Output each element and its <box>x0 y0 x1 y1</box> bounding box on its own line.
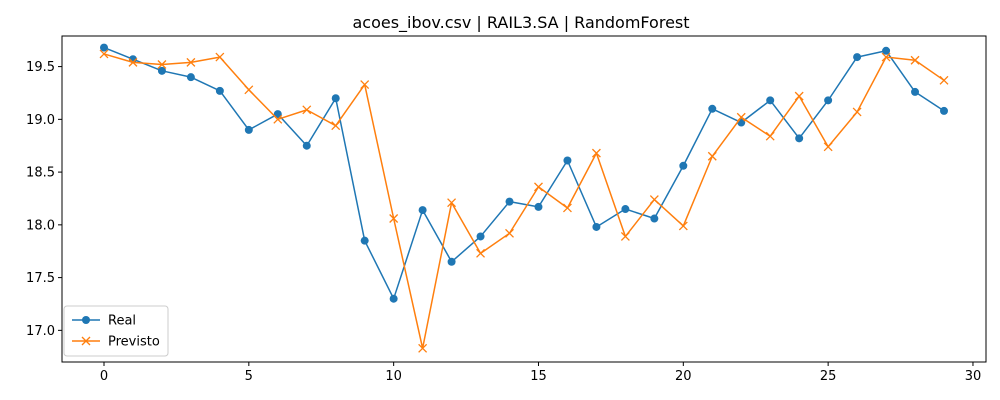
data-point-real <box>563 156 572 165</box>
data-point-real <box>853 53 862 62</box>
data-point-real <box>360 236 369 245</box>
data-point-previsto <box>244 85 254 95</box>
data-point-real <box>505 197 514 206</box>
data-point-previsto <box>215 52 225 62</box>
data-point-real <box>766 96 775 105</box>
legend-marker-real <box>82 316 90 324</box>
data-point-previsto <box>736 112 746 122</box>
data-point-previsto <box>331 121 341 131</box>
data-point-previsto <box>418 343 428 353</box>
data-point-real <box>389 294 398 303</box>
x-tick-label: 0 <box>100 369 108 384</box>
data-point-real <box>882 46 891 55</box>
data-point-real <box>447 257 456 266</box>
axes: 0 5 10 15 20 25 30 17.0 17.5 18.0 18.5 19.0 19.5 <box>26 60 981 384</box>
y-tick-label: 18.5 <box>26 166 55 181</box>
x-tick-label: 5 <box>245 369 253 384</box>
legend-marker-previsto <box>81 336 91 346</box>
data-point-real <box>100 43 108 52</box>
data-point-previsto <box>273 114 283 124</box>
data-point-previsto <box>852 107 862 117</box>
series-line-previsto <box>103 53 945 350</box>
y-tick-label: 19.0 <box>26 113 55 128</box>
data-point-real <box>476 232 485 241</box>
data-point-previsto <box>910 55 920 65</box>
legend-label-real: Real <box>108 314 136 329</box>
data-point-previsto <box>765 131 775 141</box>
y-tick-label: 17.5 <box>26 271 55 286</box>
data-point-real <box>157 66 166 75</box>
data-point-previsto <box>505 228 514 238</box>
y-tick-label: 17.0 <box>26 324 55 339</box>
x-tick-label: 25 <box>820 369 837 384</box>
data-point-previsto <box>389 214 399 223</box>
data-point-previsto <box>534 182 543 192</box>
data-point-previsto <box>186 57 196 67</box>
data-point-previsto <box>939 75 949 85</box>
plot-frame <box>61 35 987 363</box>
data-point-previsto <box>794 91 804 101</box>
series-line-real <box>103 46 945 300</box>
data-point-real <box>331 94 340 103</box>
data-point-previsto <box>157 60 167 69</box>
chart-title: acoes_ibov.csv | RAIL3.SA | RandomForest <box>352 13 689 33</box>
legend: Real Previsto <box>63 305 169 357</box>
data-point-real <box>186 73 195 82</box>
data-point-previsto <box>881 52 891 62</box>
data-point-previsto <box>707 151 717 161</box>
data-point-real <box>911 87 920 96</box>
data-point-real <box>795 134 804 143</box>
data-point-previsto <box>823 142 833 152</box>
data-point-previsto <box>591 148 601 158</box>
data-point-previsto <box>649 195 659 204</box>
data-point-previsto <box>620 231 630 241</box>
legend-label-previsto: Previsto <box>108 335 160 350</box>
plot-area <box>99 43 949 353</box>
y-tick-label: 18.0 <box>26 218 55 233</box>
legend-box <box>63 305 169 357</box>
data-point-previsto <box>302 105 312 115</box>
data-point-previsto <box>128 57 138 67</box>
data-point-real <box>621 205 630 214</box>
data-point-real <box>708 104 717 113</box>
data-point-real <box>824 96 833 105</box>
data-point-real <box>302 141 311 150</box>
data-point-real <box>534 202 543 211</box>
x-tick-label: 20 <box>675 369 692 384</box>
data-point-previsto <box>476 248 486 258</box>
x-tick-label: 10 <box>385 369 402 384</box>
data-point-real <box>215 86 224 95</box>
data-point-real <box>650 214 659 223</box>
data-point-previsto <box>678 221 688 231</box>
x-tick-label: 30 <box>965 369 982 384</box>
data-point-real <box>592 222 601 231</box>
y-tick-label: 19.5 <box>26 60 55 75</box>
data-point-previsto <box>360 80 370 89</box>
data-point-real <box>418 206 427 215</box>
data-point-real <box>273 110 282 119</box>
data-point-previsto <box>562 203 572 213</box>
data-point-previsto <box>99 49 109 59</box>
data-point-real <box>244 125 253 134</box>
data-point-previsto <box>447 198 457 208</box>
data-point-real <box>940 106 948 115</box>
x-tick-label: 15 <box>530 369 547 384</box>
data-point-real <box>679 161 688 170</box>
